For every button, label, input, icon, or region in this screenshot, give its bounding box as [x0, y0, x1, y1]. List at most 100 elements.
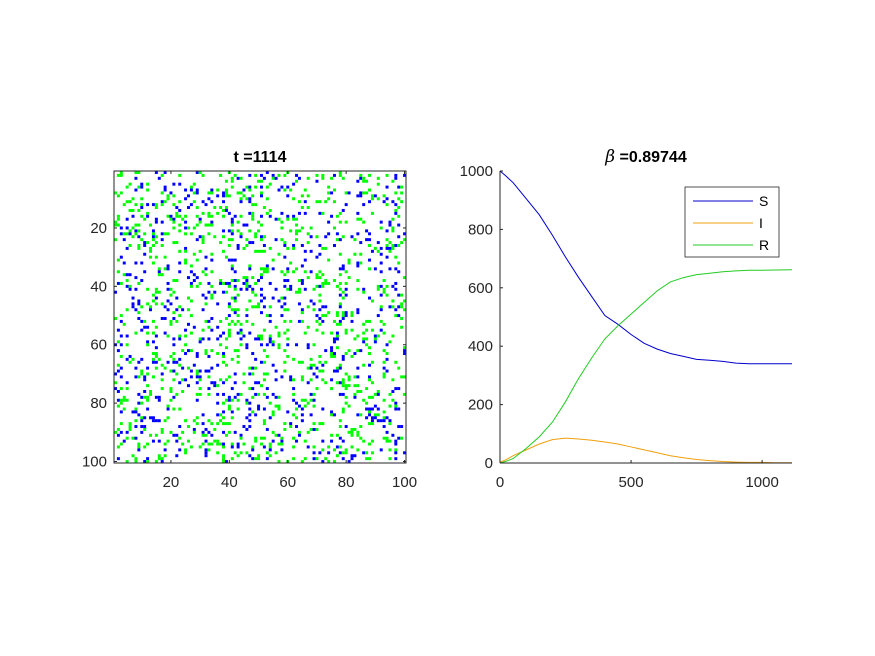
grid-cell-d: [204, 296, 208, 300]
grid-cell-r: [356, 334, 360, 338]
grid-cell-d: [356, 311, 360, 315]
grid-cell-d: [338, 267, 342, 271]
grid-cell-r: [187, 425, 190, 429]
grid-cell-d: [379, 328, 383, 332]
grid-cell-d: [318, 244, 322, 247]
grid-cell-r: [370, 197, 374, 201]
grid-cell-d: [207, 430, 211, 434]
grid-cell-r: [204, 352, 208, 356]
grid-cell-d: [274, 238, 278, 242]
grid-cell-r: [154, 206, 158, 210]
grid-cell-d: [359, 191, 363, 195]
grid-cell-d: [119, 343, 123, 347]
grid-cell-r: [184, 249, 188, 253]
grid-cell-r: [207, 232, 211, 236]
grid-cell-d: [344, 293, 348, 297]
grid-cell-d: [391, 284, 395, 288]
grid-cell-r: [195, 422, 199, 426]
grid-cell-r: [359, 413, 363, 417]
grid-cell-r: [254, 232, 258, 236]
grid-cell-d: [178, 448, 182, 452]
grid-cell-d: [260, 194, 263, 198]
grid-cell-r: [306, 176, 310, 180]
grid-cell-r: [201, 270, 205, 274]
grid-cell-d: [368, 258, 372, 262]
grid-cell-r: [280, 238, 284, 242]
grid-cell-r: [204, 349, 208, 353]
grid-cell-r: [376, 413, 380, 417]
grid-cell-d: [327, 220, 331, 224]
grid-cell-d: [151, 235, 155, 239]
grid-cell-r: [321, 314, 325, 318]
grid-cell-r: [338, 425, 342, 429]
grid-cell-r: [297, 279, 301, 283]
grid-cell-r: [341, 410, 345, 414]
grid-cell-r: [134, 203, 138, 207]
grid-cell-r: [187, 439, 190, 443]
grid-cell-r: [260, 337, 263, 341]
grid-cell-d: [137, 235, 141, 239]
grid-cell-r: [219, 241, 223, 245]
grid-cell-d: [333, 173, 336, 177]
grid-cell-r: [175, 214, 179, 218]
grid-cell-r: [204, 273, 208, 277]
grid-cell-d: [321, 363, 325, 367]
grid-cell-d: [210, 328, 214, 332]
grid-cell-r: [210, 284, 214, 288]
grid-cell-r: [385, 352, 389, 356]
grid-cell-d: [330, 349, 334, 353]
grid-cell-r: [254, 305, 258, 309]
grid-cell-r: [169, 387, 173, 391]
grid-cell-r: [146, 188, 150, 192]
grid-cell-r: [353, 392, 357, 396]
grid-cell-d: [222, 430, 226, 434]
grid-cell-r: [353, 252, 357, 256]
grid-cell-r: [119, 191, 123, 195]
grid-cell-r: [300, 460, 304, 464]
grid-cell-r: [274, 404, 278, 408]
grid-cell-r: [265, 211, 269, 215]
grid-cell-d: [312, 372, 316, 376]
grid-cell-d: [403, 451, 407, 455]
grid-cell-r: [338, 252, 342, 256]
grid-cell-r: [260, 223, 263, 227]
grid-cell-r: [335, 454, 339, 458]
grid-cell-d: [166, 407, 170, 411]
grid-cell-r: [119, 401, 123, 405]
grid-cell-r: [128, 422, 132, 426]
grid-cell-r: [222, 360, 226, 364]
grid-cell-d: [385, 357, 389, 361]
grid-cell-d: [222, 392, 226, 396]
grid-cell-r: [347, 261, 351, 265]
grid-cell-d: [391, 200, 395, 204]
grid-cell-d: [207, 337, 211, 341]
grid-cell-d: [268, 214, 272, 218]
grid-cell-d: [154, 334, 158, 338]
grid-cell-r: [172, 352, 176, 356]
grid-cell-r: [333, 448, 336, 452]
grid-cell-d: [347, 460, 351, 464]
grid-cell-r: [224, 433, 228, 437]
grid-cell-r: [131, 197, 135, 201]
grid-cell-r: [283, 319, 287, 323]
grid-cell-d: [204, 448, 208, 452]
grid-cell-d: [292, 182, 296, 186]
grid-cell-r: [198, 387, 202, 391]
grid-cell-d: [370, 416, 374, 420]
grid-cell-r: [178, 363, 182, 367]
grid-cell-d: [119, 430, 123, 434]
grid-cell-d: [201, 200, 205, 204]
grid-cell-r: [370, 422, 374, 426]
grid-cell-d: [350, 454, 354, 458]
grid-cell-d: [321, 319, 325, 323]
grid-cell-d: [128, 273, 132, 277]
grid-cell-d: [192, 363, 196, 367]
grid-cell-r: [172, 203, 176, 207]
grid-cell-r: [149, 433, 153, 437]
grid-cell-r: [385, 284, 389, 288]
grid-cell-d: [166, 287, 170, 291]
grid-cell-r: [134, 457, 138, 461]
grid-cell-d: [178, 425, 182, 429]
grid-cell-d: [394, 203, 398, 207]
grid-cell-d: [306, 445, 310, 449]
